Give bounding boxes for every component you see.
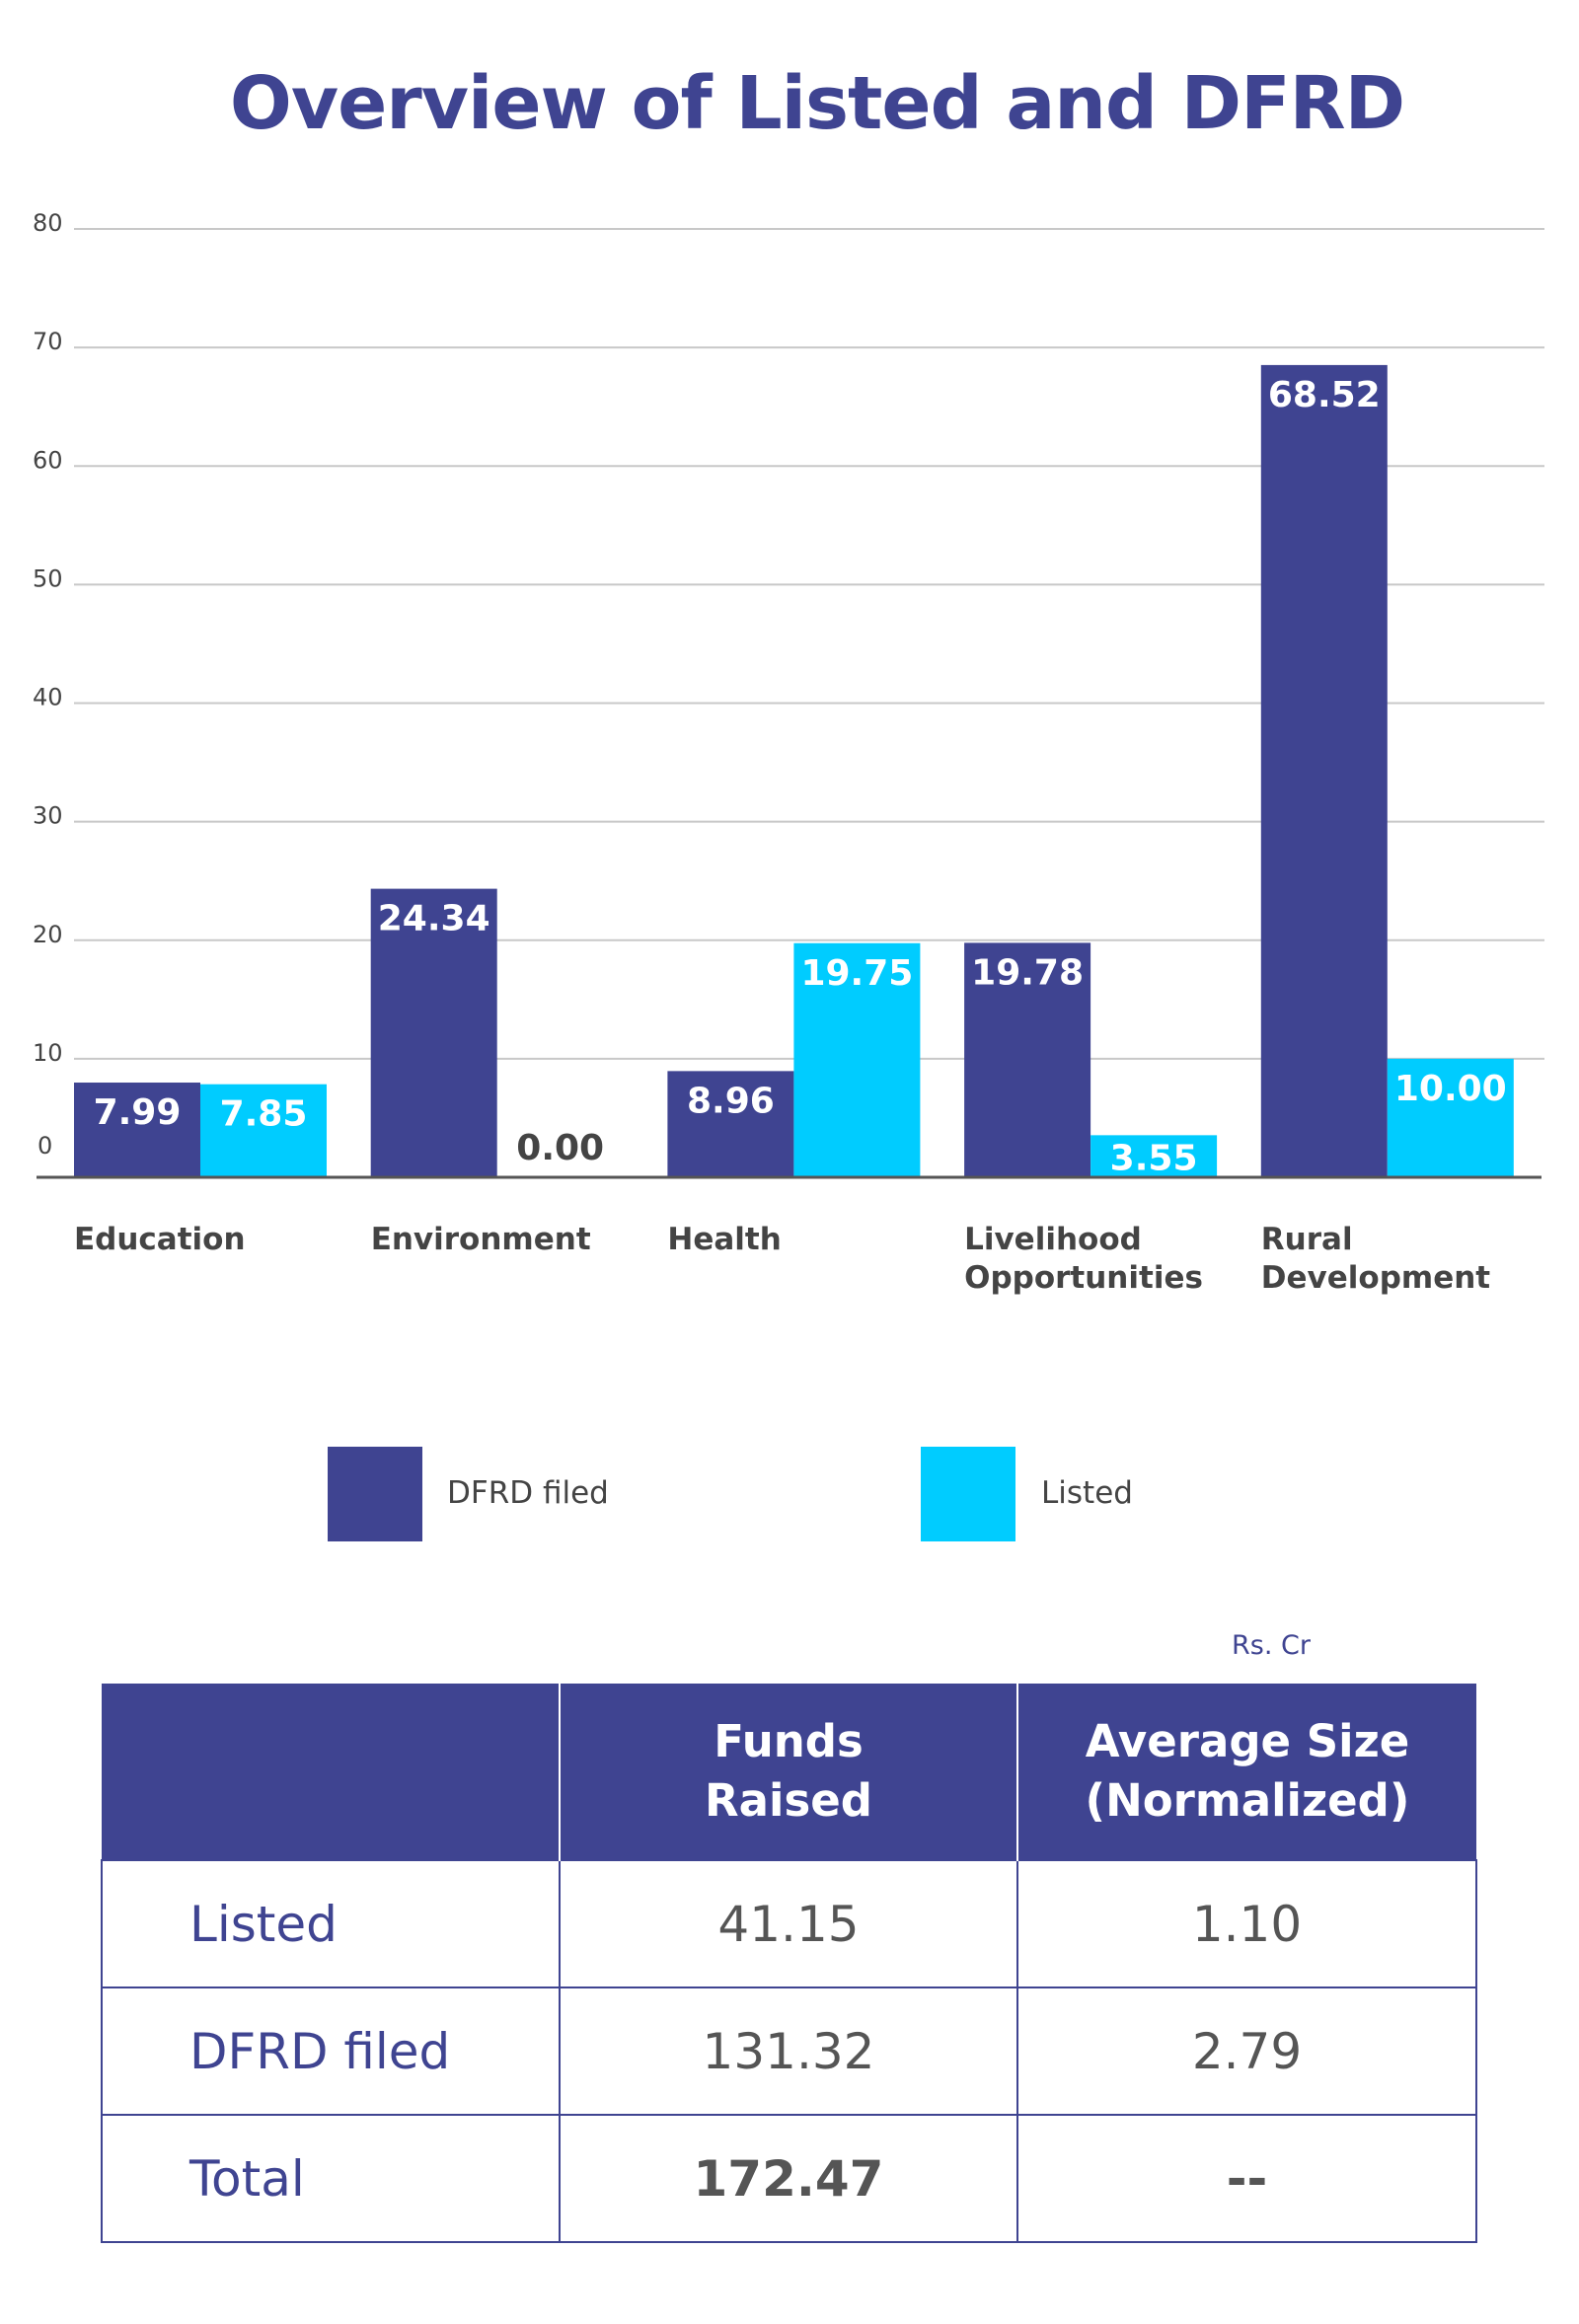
x-category-label: Rural <box>1261 1222 1353 1257</box>
y-tick-label: 20 <box>33 921 63 948</box>
bar-listed <box>793 942 921 1177</box>
y-tick-label: 10 <box>33 1039 63 1067</box>
header-average-size: Average Size (Normalized) <box>1016 1684 1476 1860</box>
data-label: 7.85 <box>220 1094 308 1135</box>
bar-listed <box>1090 1135 1218 1177</box>
y-tick-label: 80 <box>33 209 63 237</box>
bar-dfrd-filed <box>74 1083 200 1177</box>
y-tick-label: 70 <box>33 328 63 355</box>
header-line: Raised <box>705 1774 872 1827</box>
x-category-label: Development <box>1261 1260 1490 1296</box>
data-label: 3.55 <box>1110 1139 1198 1179</box>
legend-label-dfrd: DFRD filed <box>447 1475 609 1511</box>
x-category-label: Livelihood <box>964 1222 1142 1257</box>
bar-dfrd-filed <box>370 888 497 1177</box>
x-category-label: Opportunities <box>964 1260 1203 1296</box>
data-label: 0.00 <box>516 1128 604 1168</box>
avg-cell: -- <box>1016 2114 1477 2243</box>
table-row: DFRD filed 131.32 2.79 <box>101 1987 1477 2116</box>
data-label: 7.99 <box>94 1092 182 1133</box>
funds-cell: 172.47 <box>559 2114 1018 2243</box>
row-label: Listed <box>101 1859 561 1988</box>
funds-cell: 41.15 <box>559 1859 1018 1988</box>
header-line: Average Size <box>1085 1715 1410 1767</box>
header-funds-raised: Funds Raised <box>559 1684 1017 1860</box>
row-label: Total <box>101 2114 561 2243</box>
summary-table: Funds Raised Average Size (Normalized) L… <box>101 1684 1477 2243</box>
avg-cell: 2.79 <box>1016 1987 1477 2116</box>
y-tick-label: 30 <box>33 802 63 830</box>
bar-dfrd-filed <box>1260 364 1388 1177</box>
data-label: 10.00 <box>1394 1069 1507 1109</box>
x-category-label: Health <box>667 1222 781 1257</box>
data-label: 68.52 <box>1268 375 1381 415</box>
data-label: 19.75 <box>800 953 913 994</box>
y-tick-label: 40 <box>33 684 63 712</box>
table-row: Total 172.47 -- <box>101 2114 1477 2243</box>
x-category-label: Education <box>74 1222 246 1257</box>
bar-chart: 0 10 20 30 40 50 60 70 80 7.99 7.85 Education 24.34 0… <box>33 209 1544 1296</box>
header-empty <box>102 1684 560 1860</box>
bar-listed <box>1387 1058 1514 1177</box>
y-tick-label: 60 <box>33 446 63 474</box>
x-category-label: Environment <box>371 1222 591 1257</box>
data-label: 24.34 <box>378 899 490 939</box>
bar-dfrd-filed <box>964 942 1091 1177</box>
legend-swatch-listed <box>921 1447 1015 1541</box>
funds-cell: 131.32 <box>559 1987 1018 2116</box>
data-label: 8.96 <box>687 1081 775 1121</box>
y-tick-label: 50 <box>33 564 63 592</box>
bar-listed <box>200 1084 327 1177</box>
header-line: (Normalized) <box>1085 1774 1410 1827</box>
y-tick-label: 0 <box>38 1132 52 1160</box>
bar-dfrd-filed <box>667 1071 794 1177</box>
legend-label-listed: Listed <box>1041 1475 1133 1511</box>
table-row: Listed 41.15 1.10 <box>101 1859 1477 1988</box>
avg-cell: 1.10 <box>1016 1859 1477 1988</box>
chart-title: Overview of Listed and DFRD <box>229 61 1405 146</box>
header-line: Funds <box>714 1715 864 1767</box>
unit-label: Rs. Cr <box>1232 1630 1311 1661</box>
row-label: DFRD filed <box>101 1987 561 2116</box>
legend-swatch-dfrd <box>328 1447 422 1541</box>
data-label: 19.78 <box>971 952 1084 993</box>
table-header-row: Funds Raised Average Size (Normalized) <box>102 1684 1476 1860</box>
